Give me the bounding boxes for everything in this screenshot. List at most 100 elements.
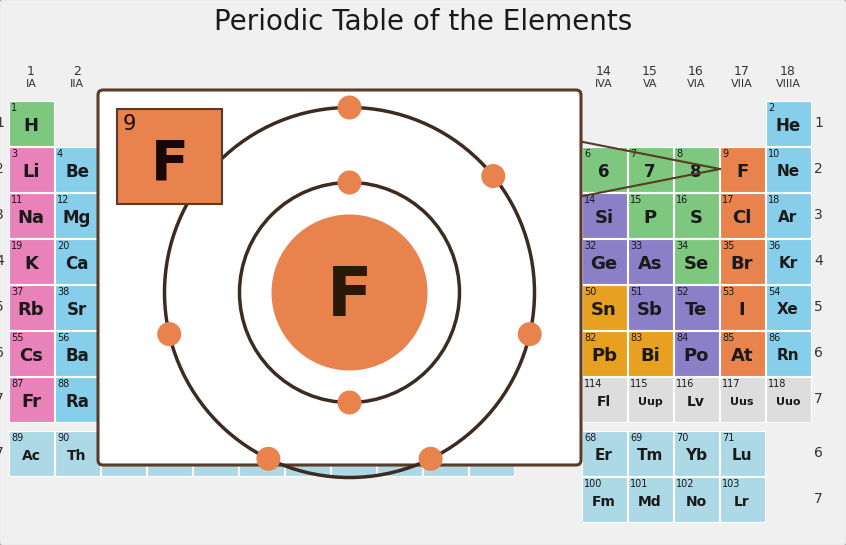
Text: 89: 89 <box>11 433 23 443</box>
FancyBboxPatch shape <box>8 100 53 146</box>
Text: 34: 34 <box>676 241 689 251</box>
Text: 95: 95 <box>287 433 299 443</box>
Text: 14: 14 <box>584 195 596 205</box>
Text: 50: 50 <box>584 287 596 297</box>
FancyBboxPatch shape <box>331 431 376 475</box>
Text: IIA: IIA <box>70 79 84 89</box>
Text: Xe: Xe <box>777 302 799 318</box>
Text: 16: 16 <box>688 65 704 78</box>
FancyBboxPatch shape <box>628 284 673 330</box>
Text: 17: 17 <box>734 65 750 78</box>
Text: Ac: Ac <box>21 449 41 463</box>
FancyBboxPatch shape <box>239 431 283 475</box>
Text: 6: 6 <box>584 149 585 150</box>
Text: Cf: Cf <box>437 449 453 463</box>
Text: U: U <box>163 449 174 463</box>
FancyBboxPatch shape <box>581 284 627 330</box>
Text: 116: 116 <box>676 379 695 389</box>
Text: Br: Br <box>731 255 753 273</box>
Text: 52: 52 <box>676 287 689 297</box>
Text: 101: 101 <box>630 479 648 489</box>
FancyBboxPatch shape <box>628 147 673 191</box>
FancyBboxPatch shape <box>673 431 718 475</box>
FancyBboxPatch shape <box>8 147 53 191</box>
Text: VIIA: VIIA <box>731 79 753 89</box>
Text: 9: 9 <box>123 114 136 134</box>
Text: Ge: Ge <box>591 255 618 273</box>
Text: Sb: Sb <box>637 301 663 319</box>
FancyBboxPatch shape <box>673 476 718 522</box>
FancyBboxPatch shape <box>8 284 53 330</box>
FancyBboxPatch shape <box>581 377 627 421</box>
Text: Periodic Table of the Elements: Periodic Table of the Elements <box>214 8 632 36</box>
Text: 115: 115 <box>630 379 649 389</box>
Text: Tm: Tm <box>637 449 663 463</box>
FancyBboxPatch shape <box>673 330 718 376</box>
Text: 82: 82 <box>584 333 596 343</box>
Text: 69: 69 <box>630 433 642 443</box>
Text: Po: Po <box>684 347 709 365</box>
Text: 84: 84 <box>676 333 689 343</box>
Text: 87: 87 <box>11 379 24 389</box>
FancyBboxPatch shape <box>8 431 53 475</box>
Text: 11: 11 <box>11 195 23 205</box>
Circle shape <box>194 164 217 188</box>
Text: Np: Np <box>204 449 226 463</box>
Circle shape <box>338 391 361 415</box>
Text: Cl: Cl <box>733 209 752 227</box>
Text: Te: Te <box>685 301 707 319</box>
Text: 36: 36 <box>768 241 780 251</box>
Text: 51: 51 <box>630 287 642 297</box>
Text: 2: 2 <box>73 65 81 78</box>
Text: Bi: Bi <box>640 347 660 365</box>
Circle shape <box>338 95 361 119</box>
Text: Ar: Ar <box>778 210 798 226</box>
Text: Be: Be <box>65 163 89 181</box>
Text: 15: 15 <box>630 195 642 205</box>
FancyBboxPatch shape <box>581 192 627 238</box>
Circle shape <box>338 171 361 195</box>
Text: H: H <box>24 117 39 135</box>
Text: 7: 7 <box>644 163 656 181</box>
Text: Am: Am <box>294 449 320 463</box>
FancyBboxPatch shape <box>581 431 627 475</box>
Text: Sn: Sn <box>591 301 617 319</box>
Text: 1: 1 <box>11 103 17 113</box>
Text: 14: 14 <box>596 65 612 78</box>
FancyBboxPatch shape <box>766 330 810 376</box>
Text: 5: 5 <box>0 300 4 314</box>
FancyBboxPatch shape <box>766 100 810 146</box>
Text: 103: 103 <box>722 479 740 489</box>
FancyBboxPatch shape <box>628 147 673 191</box>
FancyBboxPatch shape <box>284 431 329 475</box>
Text: 97: 97 <box>379 433 392 443</box>
FancyBboxPatch shape <box>8 239 53 283</box>
FancyBboxPatch shape <box>581 330 627 376</box>
Text: Kr: Kr <box>778 257 798 271</box>
Text: Es: Es <box>482 449 500 463</box>
FancyBboxPatch shape <box>469 431 514 475</box>
FancyBboxPatch shape <box>719 431 765 475</box>
Text: 98: 98 <box>425 433 437 443</box>
Text: VIA: VIA <box>687 79 706 89</box>
Text: IA: IA <box>25 79 36 89</box>
FancyBboxPatch shape <box>54 377 100 421</box>
Text: Ca: Ca <box>65 255 89 273</box>
Text: 90: 90 <box>57 433 69 443</box>
Text: 6: 6 <box>814 346 823 360</box>
FancyBboxPatch shape <box>719 476 765 522</box>
Text: 7: 7 <box>630 149 631 150</box>
FancyBboxPatch shape <box>673 147 718 191</box>
FancyBboxPatch shape <box>719 377 765 421</box>
Text: 1: 1 <box>0 116 4 130</box>
Text: Pa: Pa <box>113 449 133 463</box>
FancyBboxPatch shape <box>193 431 238 475</box>
Text: 70: 70 <box>676 433 689 443</box>
Text: 99: 99 <box>471 433 483 443</box>
Text: 83: 83 <box>630 333 642 343</box>
Text: 15: 15 <box>642 65 658 78</box>
Text: Mg: Mg <box>63 209 91 227</box>
Text: Yb: Yb <box>685 449 707 463</box>
Text: 93: 93 <box>195 433 207 443</box>
Text: 33: 33 <box>630 241 642 251</box>
